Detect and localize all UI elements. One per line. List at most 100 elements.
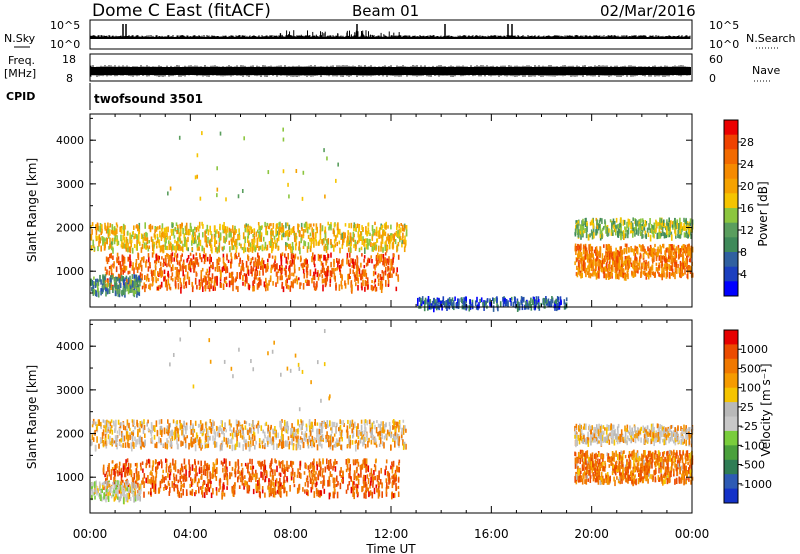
range-gate-cell (317, 241, 320, 246)
range-gate-cell (266, 244, 269, 251)
range-gate-cell (316, 434, 318, 441)
range-gate-cell (310, 243, 312, 249)
range-gate-cell (374, 221, 376, 226)
range-gate-cell (671, 257, 674, 264)
range-gate-cell (154, 269, 156, 277)
range-gate-cell (520, 296, 523, 301)
range-gate-cell (253, 239, 255, 246)
range-gate-cell (326, 156, 328, 161)
range-gate-cell (107, 222, 109, 229)
range-gate-cell (228, 280, 231, 288)
range-gate-cell (499, 301, 502, 307)
range-gate-cell (245, 223, 247, 228)
range-gate-cell (660, 246, 662, 253)
range-gate-cell (139, 260, 142, 268)
range-gate-cell (600, 262, 602, 268)
range-gate-cell (143, 282, 146, 288)
range-gate-cell (687, 234, 690, 239)
range-gate-cell (131, 274, 134, 280)
range-gate-cell (232, 286, 234, 292)
range-gate-cell (637, 267, 639, 274)
range-gate-cell (212, 419, 214, 425)
range-gate-cell (244, 247, 247, 253)
range-gate-cell (581, 260, 583, 265)
range-gate-cell (280, 253, 282, 258)
range-gate-cell (326, 269, 329, 277)
range-gate-cell (138, 262, 141, 269)
range-gate-cell (175, 421, 178, 428)
range-gate-cell (608, 271, 610, 277)
range-gate-cell (377, 278, 380, 283)
range-gate-cell (686, 273, 689, 279)
range-gate-cell (565, 297, 568, 302)
range-gate-cell (358, 247, 361, 253)
range-gate-cell (593, 259, 595, 266)
range-gate-cell (675, 233, 677, 239)
range-gate-cell (316, 444, 319, 451)
range-gate-cell (355, 444, 357, 452)
range-gate-cell (124, 265, 126, 272)
range-gate-cell (210, 422, 213, 426)
range-gate-cell (369, 427, 372, 433)
range-gate-cell (302, 269, 305, 274)
range-gate-cell (274, 259, 276, 263)
range-gate-cell (138, 275, 140, 281)
range-gate-cell (106, 282, 109, 289)
range-gate-cell (396, 421, 398, 429)
range-gate-cell (682, 272, 685, 276)
range-gate-cell (387, 235, 389, 239)
range-gate-cell (575, 272, 578, 276)
range-gate-cell (191, 281, 193, 287)
range-gate-cell (329, 270, 332, 277)
range-gate-cell (384, 223, 386, 229)
range-gate-cell (322, 265, 325, 270)
range-gate-cell (131, 286, 134, 293)
range-gate-cell (330, 239, 332, 245)
range-gate-cell (122, 264, 125, 270)
range-gate-cell (287, 436, 290, 441)
range-gate-cell (100, 279, 102, 285)
range-gate-cell (347, 236, 349, 243)
freq-trace (90, 65, 691, 77)
range-gate-cell (394, 239, 397, 245)
range-gate-cell (311, 277, 313, 284)
range-gate-cell (442, 296, 445, 303)
range-gate-cell (257, 222, 260, 226)
range-gate-cell (618, 256, 621, 263)
range-gate-cell (173, 245, 176, 251)
range-gate-cell (180, 287, 182, 294)
range-gate-cell (124, 225, 126, 230)
range-gate-cell (133, 442, 135, 449)
range-gate-cell (216, 166, 218, 171)
range-gate-cell (216, 265, 219, 272)
range-gate-cell (648, 268, 651, 276)
range-gate-cell (574, 228, 577, 233)
range-gate-cell (238, 232, 241, 237)
range-gate-cell (397, 277, 400, 282)
range-gate-cell (397, 254, 400, 260)
range-gate-cell (614, 252, 616, 258)
range-gate-cell (259, 277, 261, 284)
range-gate-cell (169, 186, 172, 191)
range-gate-cell (194, 420, 197, 426)
range-gate-cell (247, 231, 250, 239)
range-gate-cell (181, 246, 183, 251)
range-gate-cell (275, 224, 278, 229)
range-gate-cell (663, 267, 665, 272)
range-gate-cell (229, 444, 231, 449)
range-gate-cell (120, 244, 123, 248)
range-gate-cell (308, 435, 310, 443)
range-gate-cell (292, 281, 294, 289)
range-gate-cell (239, 272, 241, 278)
range-gate-cell (176, 438, 178, 445)
range-gate-cell (665, 265, 667, 271)
range-gate-cell (243, 136, 245, 141)
range-gate-cell (622, 271, 624, 279)
range-gate-cell (245, 443, 247, 450)
range-gate-cell (183, 435, 186, 441)
range-gate-cell (396, 432, 398, 440)
range-gate-cell (608, 264, 611, 269)
range-gate-cell (360, 262, 362, 268)
range-gate-cell (684, 244, 687, 249)
range-gate-cell (401, 427, 403, 432)
